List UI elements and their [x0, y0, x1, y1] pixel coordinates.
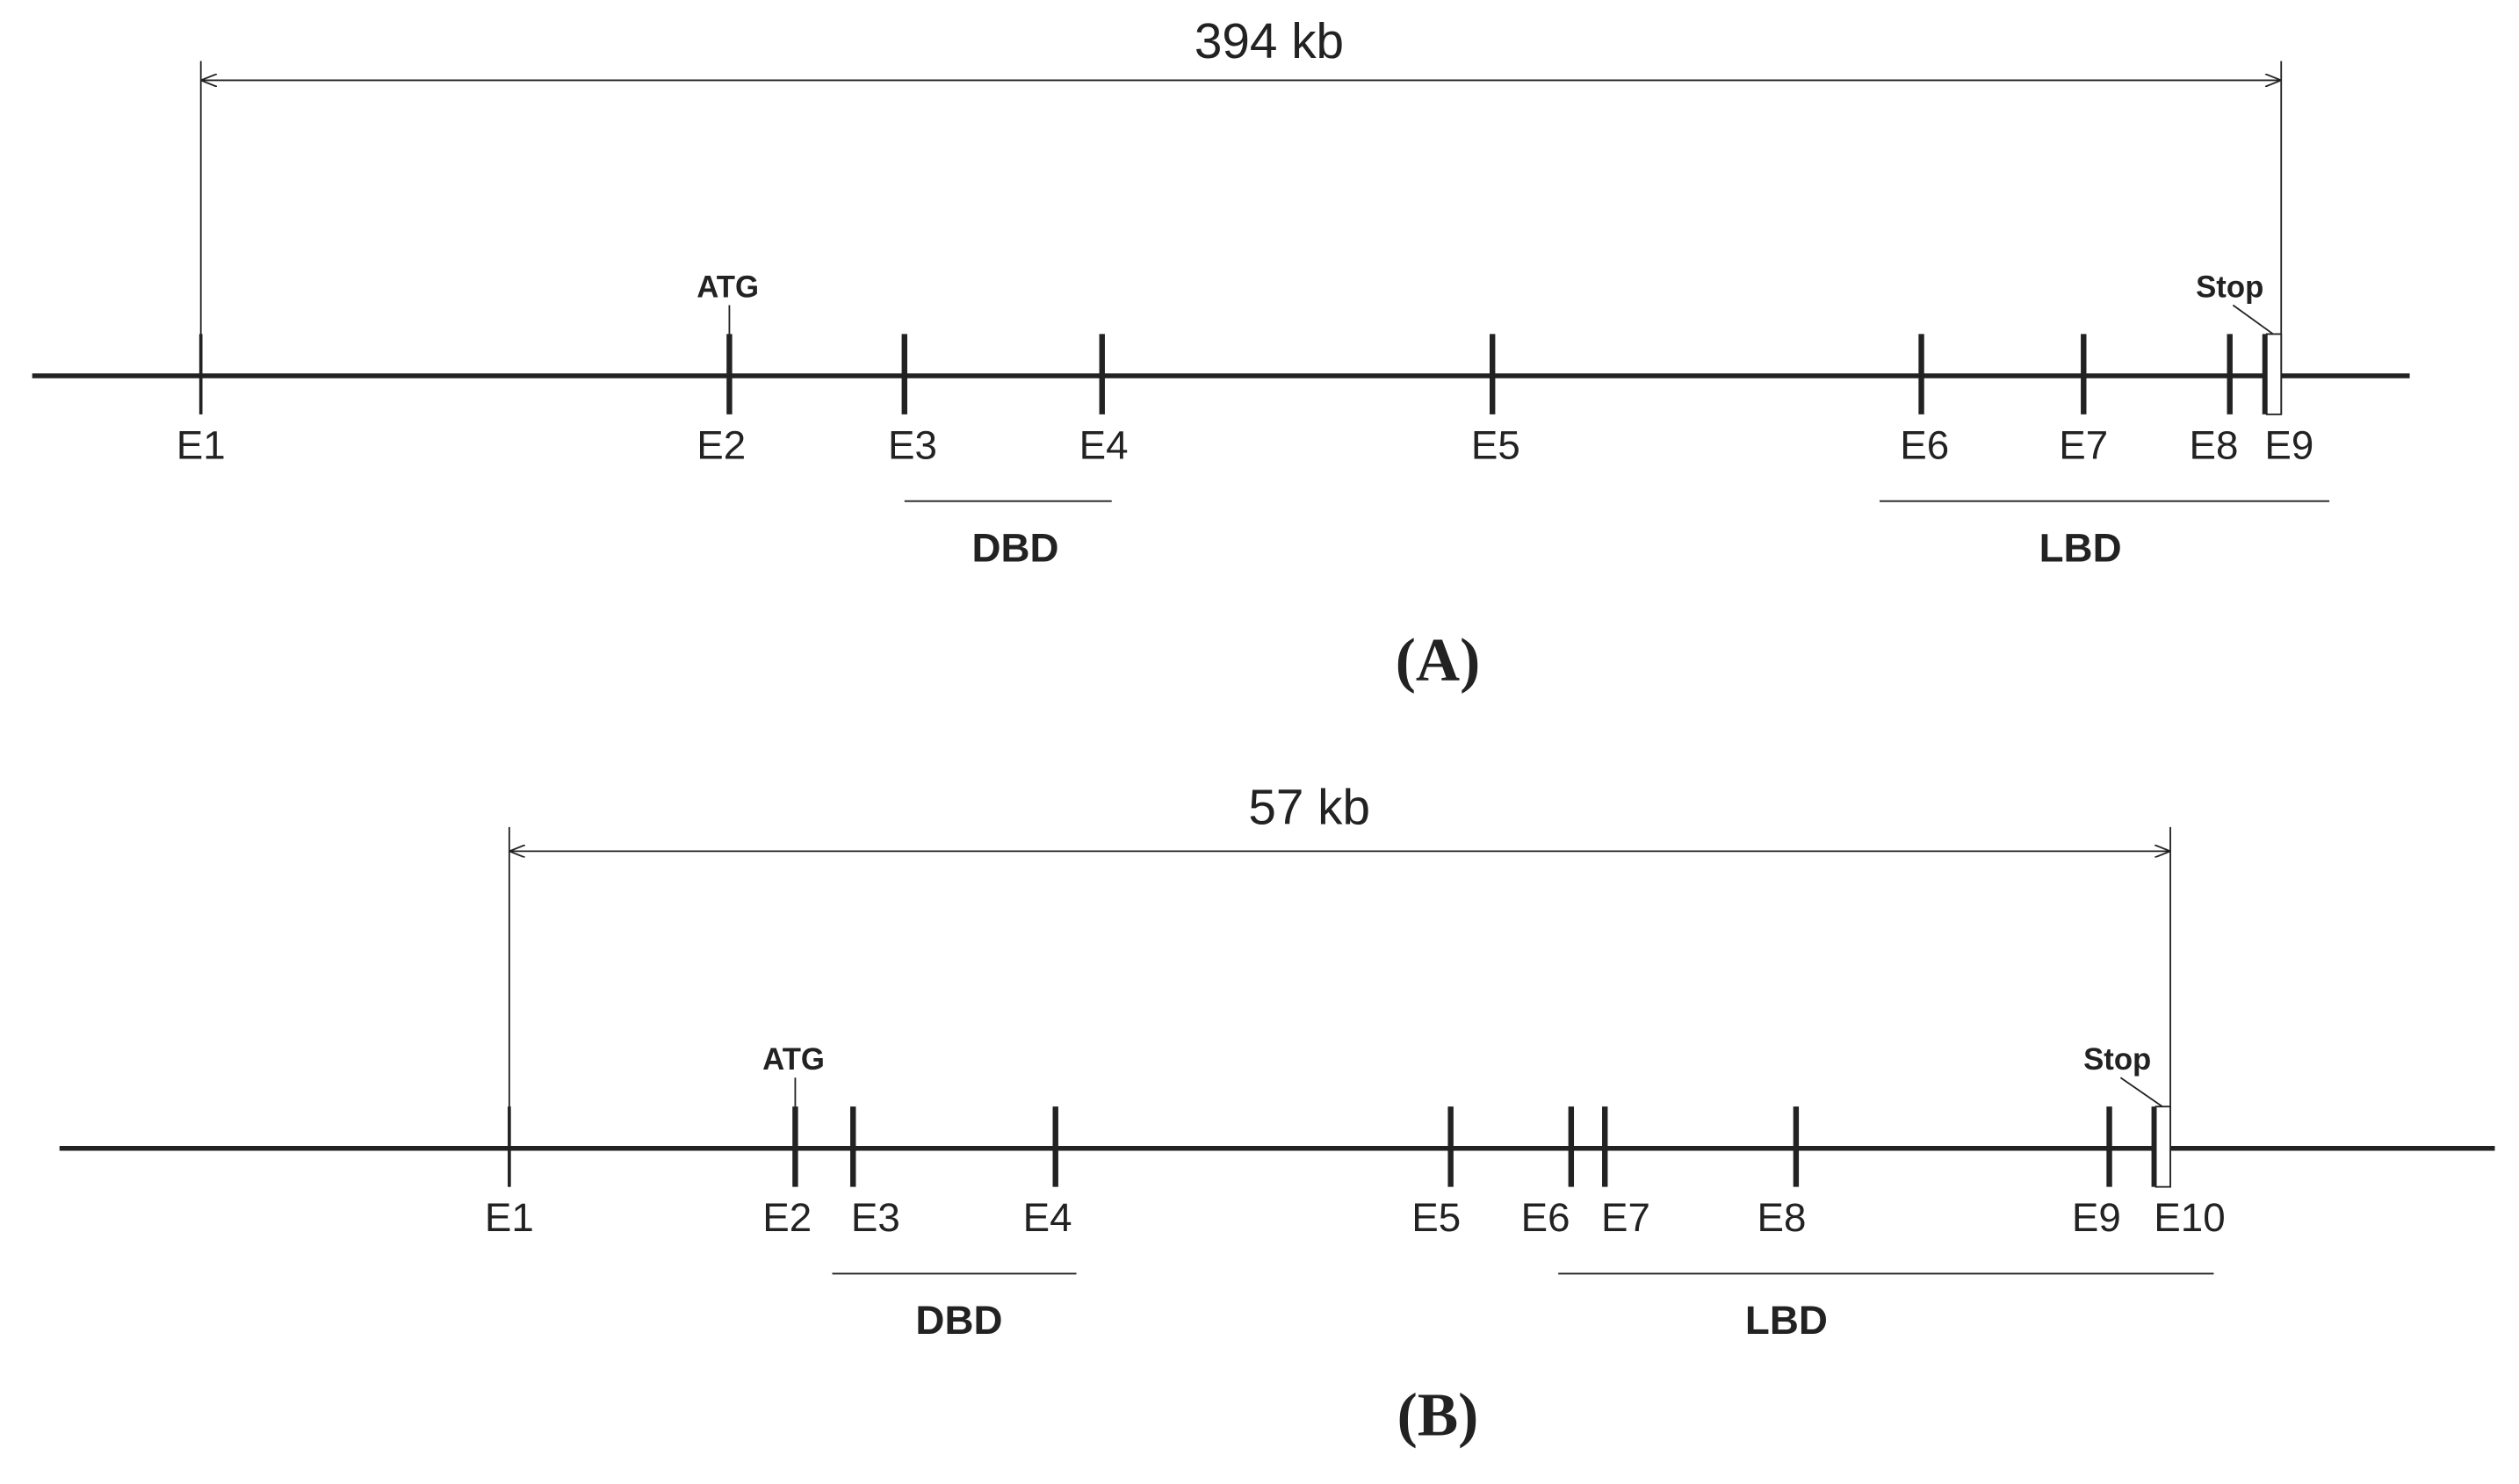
stop-codon: Stop	[2196, 270, 2263, 304]
exon-label: E9	[2264, 422, 2313, 467]
stop-connector	[2119, 1077, 2163, 1107]
panel-label: (A)	[1396, 627, 1480, 695]
stop-codon: Stop	[2083, 1043, 2151, 1077]
exon-label: E5	[1471, 422, 1520, 467]
exon-label: E9	[2072, 1195, 2121, 1240]
domain-label: LBD	[1745, 1298, 1828, 1343]
length-label: 394 kb	[1195, 14, 1344, 69]
panel-label: (B)	[1397, 1382, 1479, 1450]
exon-label: E6	[1900, 422, 1949, 467]
start-codon: ATG	[762, 1043, 825, 1077]
exon-label: E10	[2154, 1195, 2225, 1240]
start-codon: ATG	[697, 270, 759, 304]
utr-box	[2265, 333, 2283, 415]
exon-label: E7	[1601, 1195, 1650, 1240]
exon-label: E7	[2059, 422, 2108, 467]
exon-label: E4	[1079, 422, 1129, 467]
exon-label: E5	[1411, 1195, 1461, 1240]
domain-label: LBD	[2039, 525, 2122, 570]
domain-label: DBD	[915, 1298, 1002, 1343]
exon-label: E6	[1521, 1195, 1570, 1240]
length-label: 57 kb	[1248, 781, 1370, 836]
domain-label: DBD	[971, 525, 1058, 570]
exon-label: E1	[177, 422, 226, 467]
stop-connector	[2232, 304, 2274, 335]
exon-label: E4	[1023, 1195, 1072, 1240]
utr-box	[2155, 1106, 2171, 1188]
exon-label: E2	[762, 1195, 812, 1240]
exon-label: E3	[851, 1195, 900, 1240]
exon-label: E3	[888, 422, 937, 467]
exon-label: E1	[485, 1195, 534, 1240]
exon-label: E8	[2189, 422, 2238, 467]
exon-label: E8	[1757, 1195, 1806, 1240]
exon-label: E2	[697, 422, 746, 467]
